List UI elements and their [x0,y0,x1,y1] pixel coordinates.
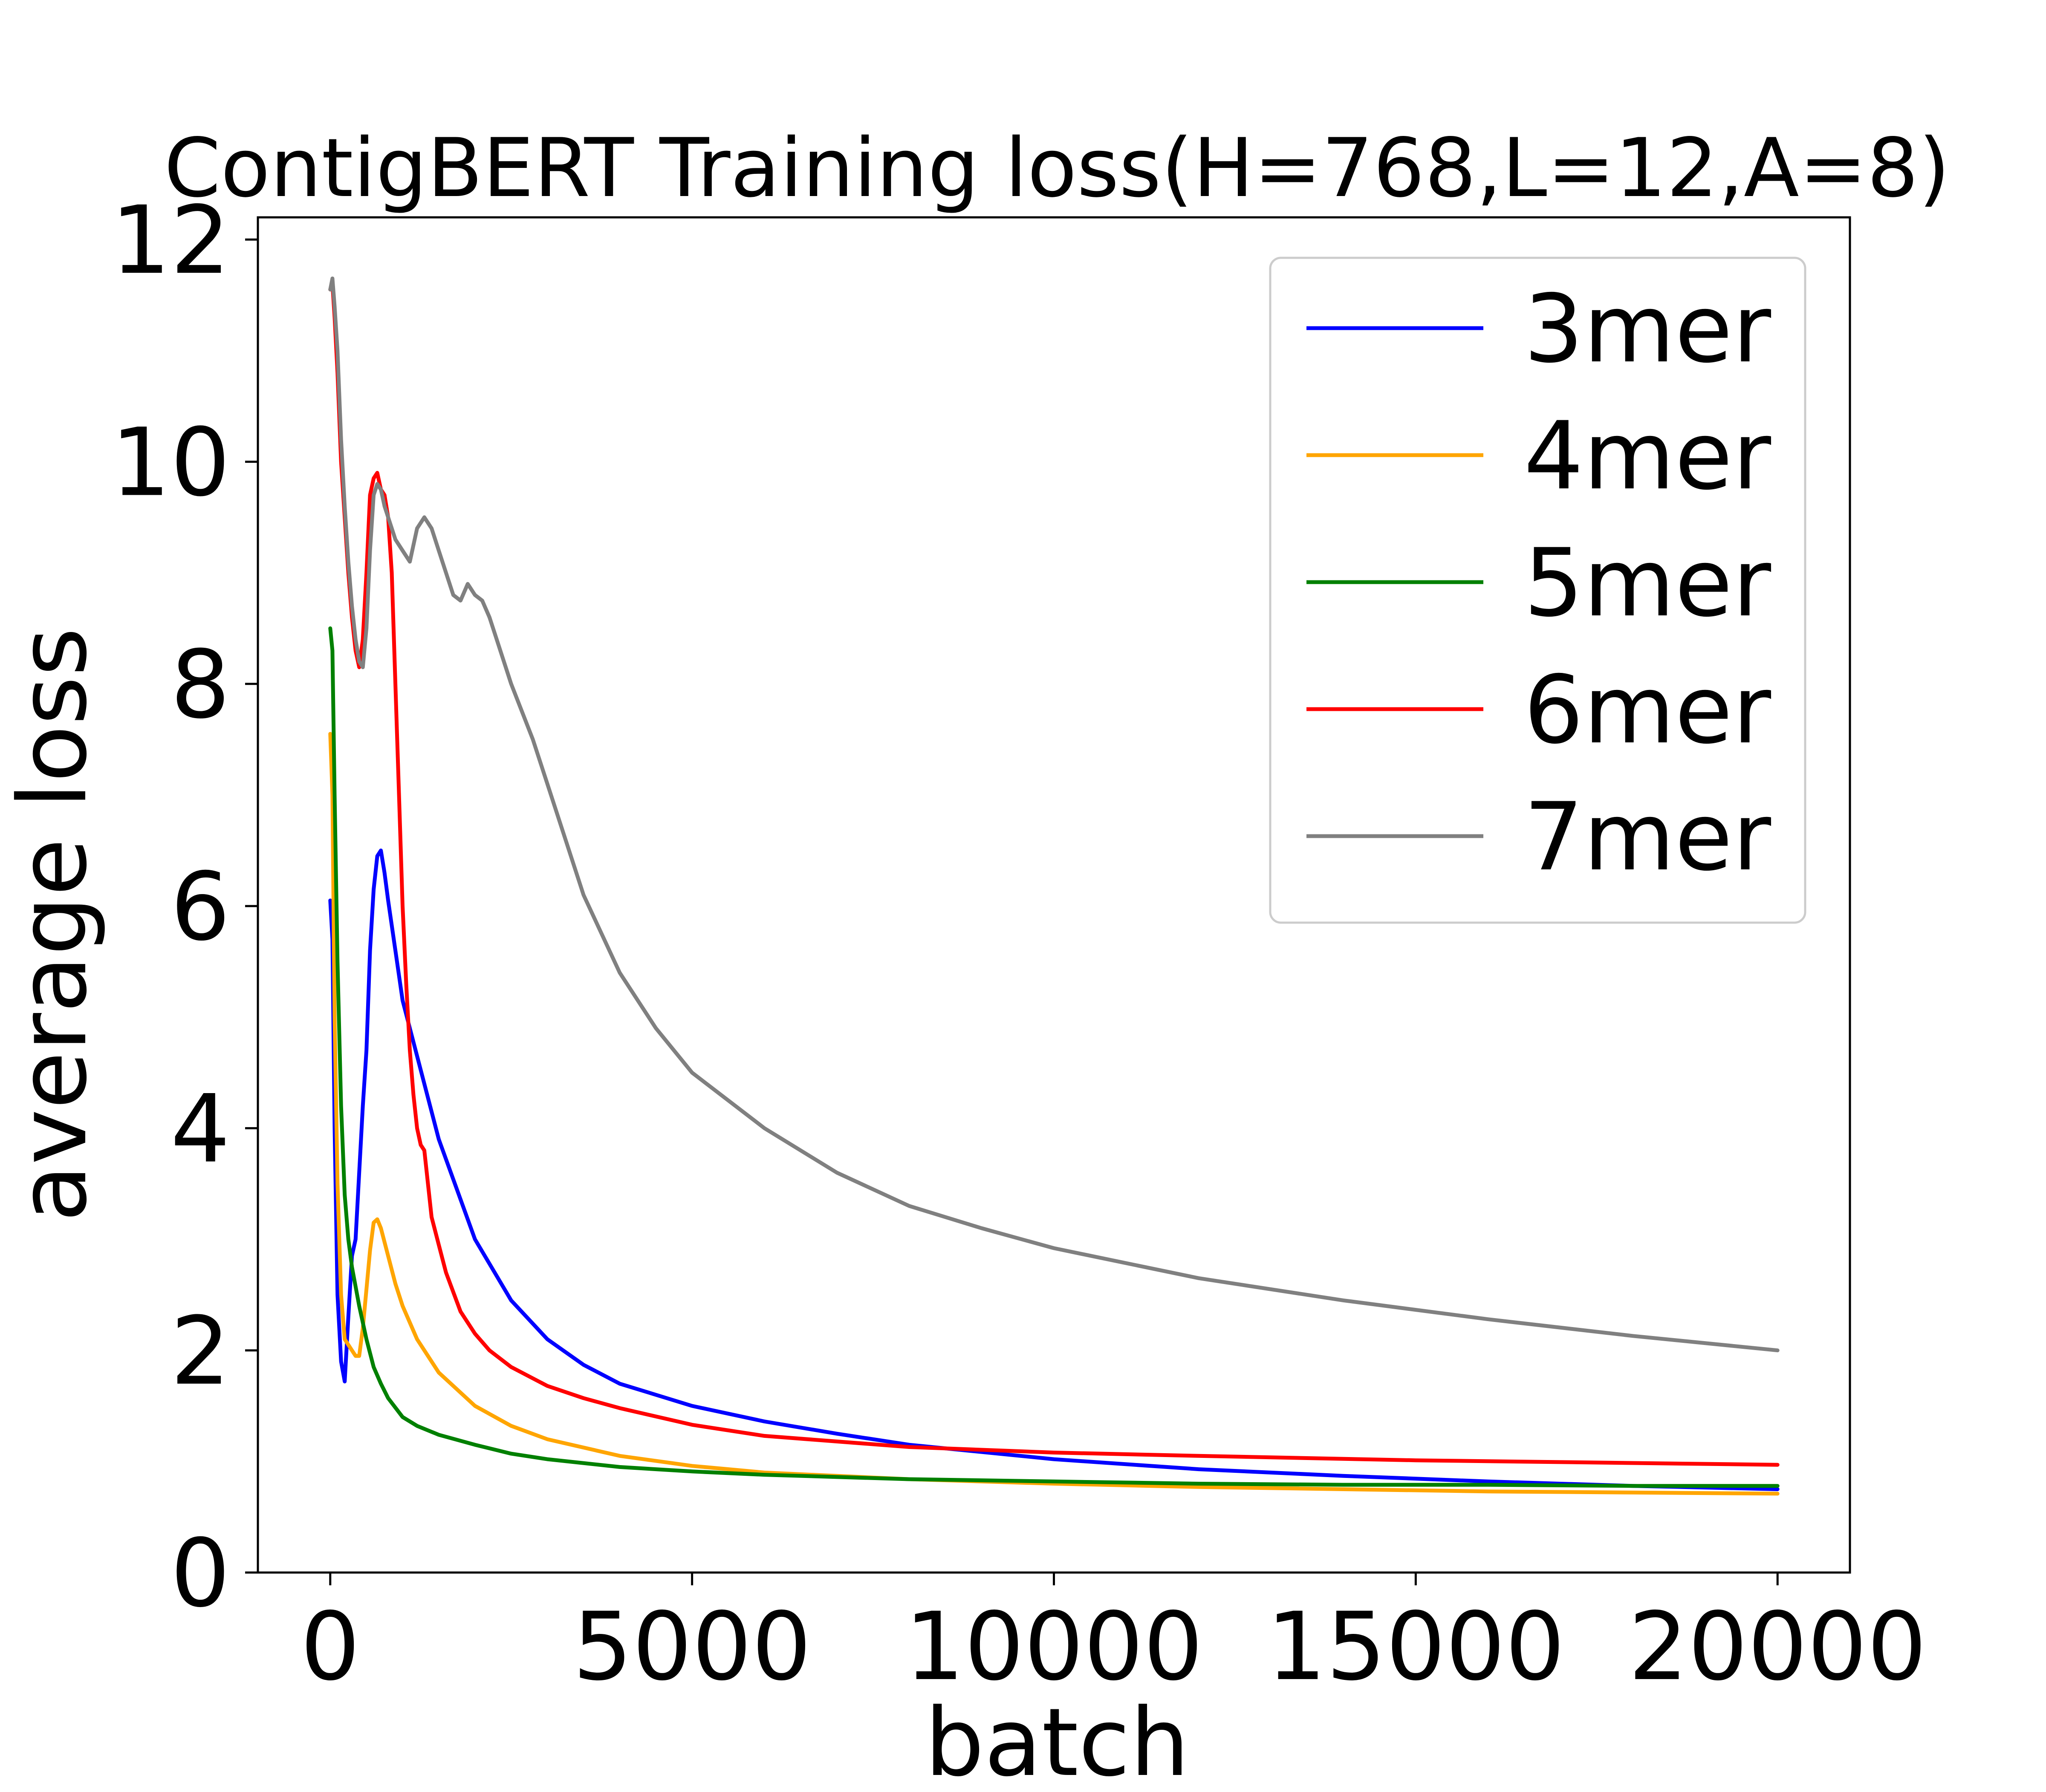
chart-title: ContigBERT Training loss(H=768,L=12,A=8) [164,121,1950,215]
y-tick-label: 0 [170,1519,230,1628]
y-tick-label: 8 [170,630,230,739]
y-tick-label: 4 [170,1074,230,1183]
y-axis-label: average loss [0,627,107,1222]
legend-label-5mer: 5mer [1524,528,1771,638]
x-tick-label: 15000 [1266,1592,1565,1701]
legend-label-6mer: 6mer [1524,655,1771,765]
legend-label-4mer: 4mer [1524,401,1771,511]
x-tick-label: 10000 [905,1592,1203,1701]
x-tick-label: 5000 [573,1592,812,1701]
legend: 3mer 4mer 5mer 6mer 7mer [1270,258,1805,923]
y-tick-label: 10 [111,408,230,517]
legend-label-3mer: 3mer [1524,274,1771,384]
y-tick-label: 6 [170,852,230,961]
x-tick-label: 20000 [1628,1592,1927,1701]
x-tick-label: 0 [301,1592,360,1701]
x-axis-label: batch [925,1688,1189,1790]
y-tick-label: 2 [170,1297,230,1406]
y-tick-label: 12 [111,186,230,295]
legend-label-7mer: 7mer [1524,782,1771,892]
